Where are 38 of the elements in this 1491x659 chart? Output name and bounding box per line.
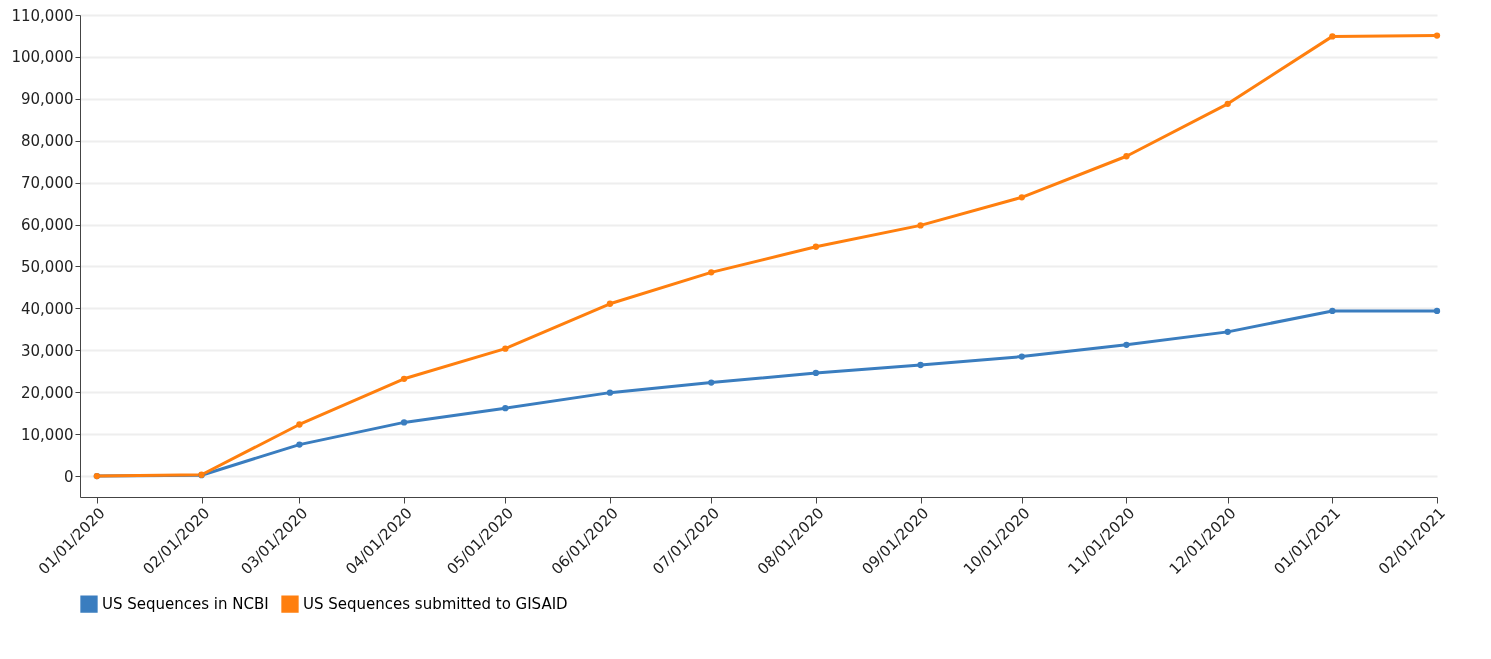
- point: [296, 441, 303, 448]
- point: [606, 300, 614, 307]
- point: [1329, 307, 1336, 315]
- y-tick-label: 0: [63, 467, 74, 486]
- point: [1018, 194, 1025, 201]
- legend-label: US Sequences submitted to GISAID: [303, 595, 568, 614]
- point: [400, 419, 408, 426]
- point: [606, 389, 614, 396]
- point: [1433, 307, 1441, 315]
- y-tick-label: 10,000: [21, 425, 74, 444]
- point: [502, 345, 509, 352]
- y-tick-label: 30,000: [21, 341, 74, 360]
- y-tick-label: 90,000: [21, 90, 74, 109]
- point: [1018, 353, 1025, 360]
- point: [708, 379, 715, 386]
- y-tick-label: 100,000: [11, 48, 74, 67]
- point: [400, 375, 408, 382]
- y-tick-label: 40,000: [21, 299, 74, 318]
- point: [1433, 32, 1441, 39]
- point: [1224, 100, 1231, 108]
- point: [812, 369, 820, 377]
- y-tick-label: 80,000: [21, 132, 74, 151]
- point: [502, 404, 509, 412]
- point: [708, 269, 715, 276]
- point: [917, 222, 924, 229]
- point: [917, 361, 924, 369]
- point: [1123, 153, 1130, 160]
- point: [296, 421, 303, 428]
- point: [1329, 33, 1336, 40]
- point: [1123, 341, 1130, 349]
- point: [1224, 328, 1231, 336]
- legend-label: US Sequences in NCBI: [102, 595, 269, 614]
- y-tick-label: 50,000: [21, 257, 74, 276]
- y-tick-label: 60,000: [21, 216, 74, 235]
- y-tick-label: 70,000: [21, 174, 74, 193]
- y-tick-label: 110,000: [11, 6, 74, 25]
- y-tick-label: 20,000: [21, 383, 74, 402]
- point: [812, 243, 820, 250]
